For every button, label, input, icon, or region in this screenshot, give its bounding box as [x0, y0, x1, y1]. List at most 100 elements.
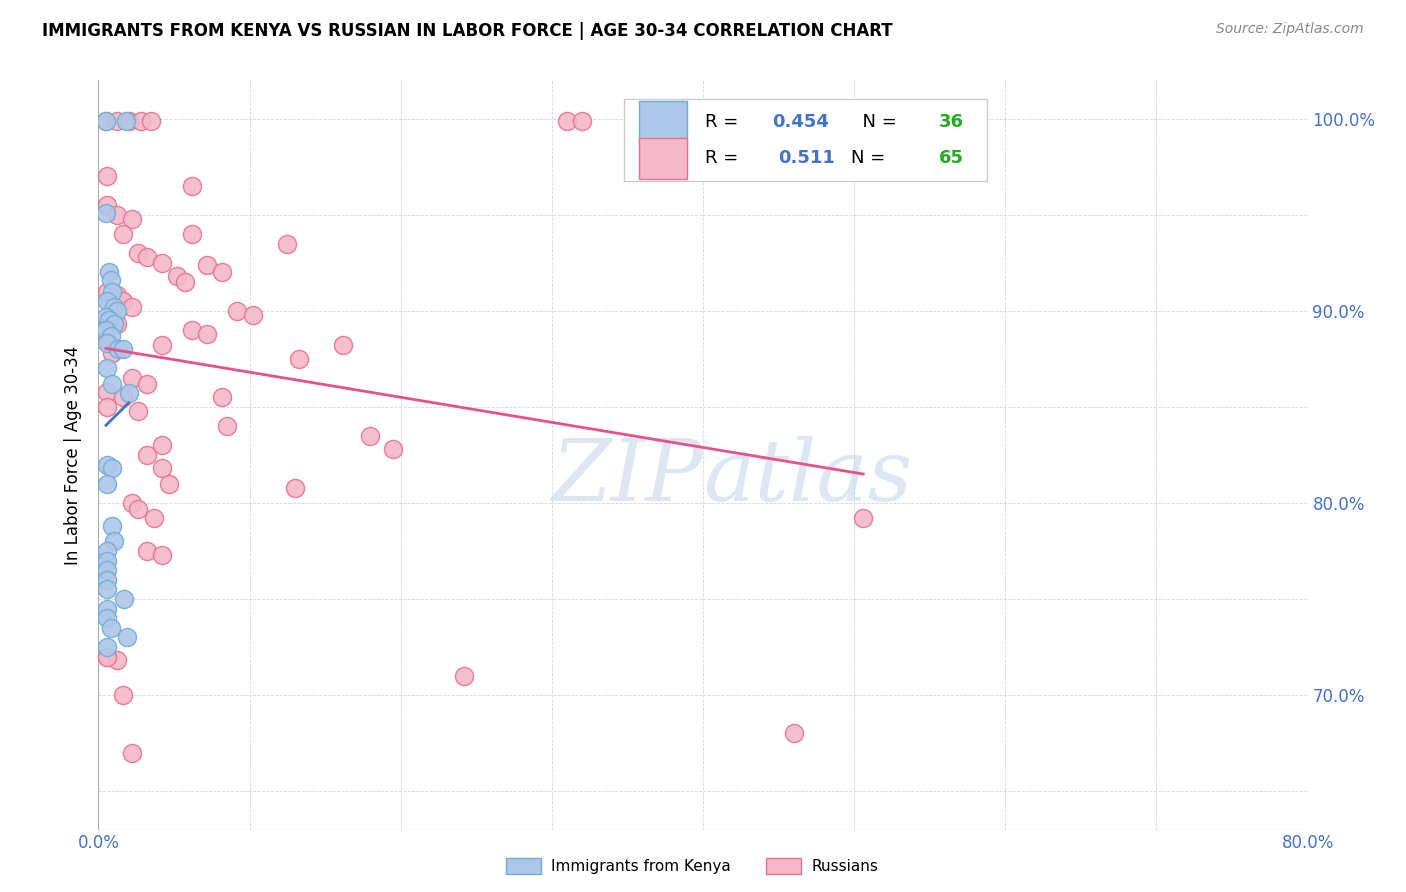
Point — [226, 303, 249, 318]
Point — [135, 250, 157, 264]
Point — [101, 346, 124, 360]
FancyBboxPatch shape — [624, 99, 987, 181]
Text: ZIP: ZIP — [551, 436, 703, 519]
Point — [159, 476, 181, 491]
Point — [105, 208, 128, 222]
Point — [98, 313, 121, 327]
Point — [100, 621, 122, 635]
Point — [150, 548, 173, 562]
Point — [114, 113, 136, 128]
Point — [121, 496, 143, 510]
Point — [111, 227, 134, 241]
Text: Source: ZipAtlas.com: Source: ZipAtlas.com — [1216, 22, 1364, 37]
Point — [96, 400, 118, 414]
Point — [127, 246, 149, 260]
Text: 36: 36 — [939, 113, 963, 131]
Point — [101, 376, 124, 391]
Point — [288, 351, 311, 366]
Point — [571, 113, 593, 128]
Point — [118, 386, 141, 401]
Point — [96, 601, 118, 615]
Point — [105, 303, 128, 318]
Point — [150, 338, 173, 352]
Point — [100, 273, 122, 287]
Text: N =: N = — [851, 149, 890, 168]
Point — [555, 113, 578, 128]
Point — [242, 308, 264, 322]
Point — [96, 563, 118, 577]
Point — [150, 438, 173, 452]
Point — [215, 419, 238, 434]
Point — [111, 343, 134, 357]
Point — [121, 211, 143, 226]
Point — [107, 343, 129, 357]
Text: 0.511: 0.511 — [778, 149, 835, 168]
Point — [105, 318, 128, 332]
FancyBboxPatch shape — [638, 102, 688, 143]
Point — [96, 649, 118, 664]
Point — [105, 113, 128, 128]
Point — [96, 198, 118, 212]
Point — [166, 269, 188, 284]
Point — [211, 265, 233, 279]
Point — [783, 726, 806, 740]
Point — [103, 318, 125, 332]
Point — [118, 113, 141, 128]
Point — [121, 746, 143, 760]
Point — [96, 313, 118, 327]
Point — [135, 544, 157, 558]
Point — [96, 336, 118, 351]
Point — [111, 688, 134, 702]
Point — [121, 371, 143, 385]
Point — [96, 384, 118, 399]
Point — [98, 265, 121, 279]
Point — [129, 113, 152, 128]
Point — [96, 573, 118, 587]
Point — [135, 448, 157, 462]
Point — [94, 113, 117, 128]
Point — [111, 294, 134, 309]
Point — [382, 442, 405, 457]
Point — [121, 300, 143, 314]
Point — [96, 476, 118, 491]
Point — [96, 169, 118, 184]
Text: IMMIGRANTS FROM KENYA VS RUSSIAN IN LABOR FORCE | AGE 30-34 CORRELATION CHART: IMMIGRANTS FROM KENYA VS RUSSIAN IN LABO… — [42, 22, 893, 40]
Point — [195, 326, 218, 341]
Text: atlas: atlas — [703, 436, 912, 519]
Point — [103, 300, 125, 314]
Point — [96, 544, 118, 558]
Point — [96, 640, 118, 654]
Text: Immigrants from Kenya: Immigrants from Kenya — [551, 859, 731, 873]
Point — [96, 458, 118, 472]
Point — [105, 288, 128, 302]
Text: Russians: Russians — [811, 859, 879, 873]
Point — [141, 113, 163, 128]
Point — [181, 323, 204, 337]
FancyBboxPatch shape — [638, 137, 688, 179]
Point — [332, 338, 354, 352]
Point — [94, 113, 117, 128]
Point — [96, 582, 118, 597]
Point — [115, 631, 138, 645]
Point — [127, 403, 149, 417]
Point — [96, 333, 118, 347]
Text: R =: R = — [706, 113, 744, 131]
Point — [111, 390, 134, 404]
Point — [94, 310, 117, 324]
Point — [94, 323, 117, 337]
Text: 65: 65 — [939, 149, 963, 168]
Point — [94, 206, 117, 220]
Point — [96, 649, 118, 664]
Text: 0.454: 0.454 — [772, 113, 828, 131]
Point — [127, 501, 149, 516]
Point — [181, 227, 204, 241]
Point — [143, 511, 166, 525]
Point — [135, 376, 157, 391]
Point — [453, 669, 475, 683]
Point — [101, 285, 124, 299]
Point — [101, 461, 124, 475]
Point — [150, 256, 173, 270]
Point — [105, 653, 128, 667]
Point — [96, 611, 118, 625]
Point — [96, 285, 118, 299]
